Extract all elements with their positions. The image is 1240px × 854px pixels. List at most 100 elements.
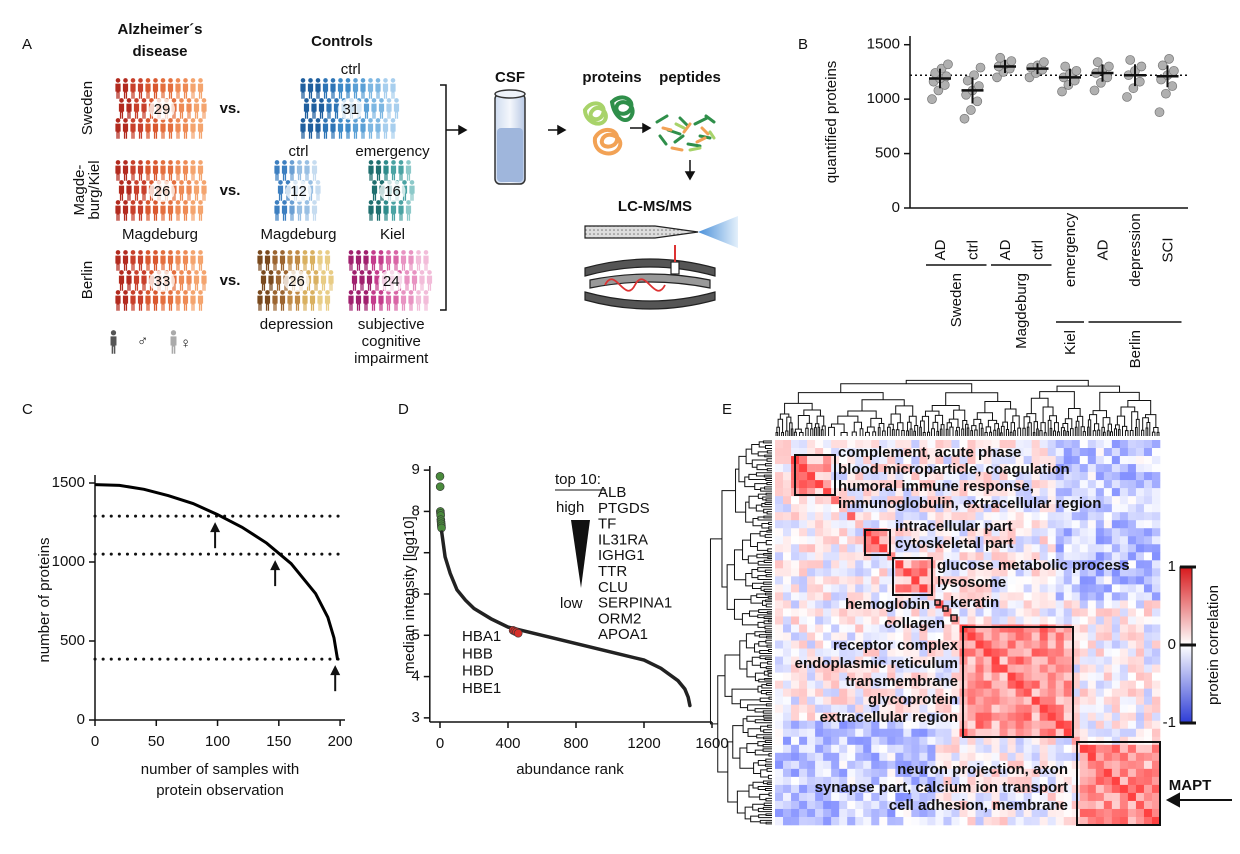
heatmap-cell: [1143, 784, 1153, 794]
heatmap-cell: [1103, 528, 1113, 537]
csf-tube: [494, 89, 526, 185]
heatmap-cell: [839, 800, 848, 810]
heatmap-cell: [871, 512, 880, 521]
heatmap-cell: [927, 592, 936, 601]
heatmap-cell: [1039, 768, 1049, 778]
heatmap-cell: [791, 648, 800, 657]
heatmap-cell: [855, 672, 864, 681]
heatmap-cell: [967, 512, 976, 521]
heatmap-cell: [863, 520, 872, 529]
heatmap-cell: [951, 712, 960, 722]
heatmap-cell: [959, 608, 968, 617]
heatmap-cell: [1087, 656, 1097, 665]
heatmap-cell: [1023, 776, 1032, 786]
row-label: Sweden: [79, 81, 96, 135]
heatmap-cell: [903, 792, 912, 802]
heatmap-cell: [943, 776, 952, 786]
heatmap-cell: [1023, 816, 1032, 826]
heatmap-cell: [1111, 464, 1121, 473]
heatmap-cell: [1143, 792, 1153, 802]
heatmap-cell: [1071, 512, 1081, 521]
heatmap-cell: [935, 560, 944, 569]
heatmap-cell: [975, 520, 984, 529]
heatmap-cell: [807, 648, 816, 657]
heatmap-cell: [839, 744, 848, 754]
heatmap-cell: [847, 608, 856, 617]
heatmap-cell: [999, 744, 1008, 754]
heatmap-cell: [1119, 704, 1129, 714]
heatmap-cell: [791, 816, 800, 826]
heatmap-cell: [855, 440, 864, 449]
heatmap-cell: [1063, 760, 1073, 770]
heatmap-cell: [919, 624, 928, 633]
heatmap-cell: [1135, 536, 1145, 545]
heatmap-cell: [1031, 568, 1040, 577]
heatmap-cell: [807, 608, 816, 617]
heatmap-cell: [1127, 592, 1137, 601]
heatmap-cell: [983, 456, 992, 465]
heatmap-cell: [1151, 440, 1161, 449]
heatmap-cell: [863, 592, 872, 601]
heatmap-cell: [935, 696, 944, 705]
heatmap-cell: [895, 488, 904, 497]
heatmap-cell: [823, 816, 832, 826]
heatmap-cell: [967, 544, 976, 553]
heatmap-cell: [1135, 760, 1145, 770]
heatmap-cell: [1127, 712, 1137, 722]
data-point: [1060, 61, 1071, 72]
dendrogram-branch: [927, 431, 931, 436]
heatmap-cell: [879, 640, 888, 649]
dendrogram-branch: [851, 431, 857, 436]
heatmap-cell: [919, 672, 928, 681]
heatmap-cell: [823, 624, 832, 633]
dendrogram-branch: [997, 428, 1000, 436]
heatmap-cell: [1055, 648, 1065, 657]
heatmap-cell: [911, 528, 920, 537]
heatmap-cell: [1079, 816, 1089, 826]
panel-label: A: [22, 36, 32, 53]
heatmap-cell: [807, 624, 816, 633]
heatmap-cell: [1071, 664, 1081, 673]
heatmap-cell: [959, 440, 968, 449]
heatmap-cell: [975, 536, 984, 545]
heatmap-cell: [919, 816, 928, 826]
heatmap-cell: [927, 752, 936, 762]
heatmap-cell: [855, 632, 864, 641]
heatmap-cell: [1111, 664, 1121, 673]
heatmap-cell: [1127, 624, 1137, 633]
heatmap-cell: [903, 480, 912, 489]
dendrogram-branch: [757, 567, 772, 572]
heatmap-cell: [927, 536, 936, 545]
heatmap-cell: [919, 784, 928, 794]
heatmap-cell: [975, 680, 984, 689]
heatmap-cell: [1119, 728, 1129, 738]
heatmap-cell: [919, 632, 928, 641]
heatmap-cell: [1135, 792, 1145, 802]
heatmap-cell: [839, 640, 848, 649]
dendrogram-branch: [1089, 414, 1098, 424]
heatmap-cell: [1007, 480, 1016, 489]
heatmap-cell: [871, 464, 880, 473]
heatmap-cell: [863, 632, 872, 641]
heatmap-cell: [1119, 808, 1129, 818]
heatmap-cell: [911, 504, 920, 513]
dendrogram-branch: [765, 630, 772, 634]
heatmap-cell: [1047, 576, 1057, 585]
cluster-label: neuron projection, axon: [897, 761, 1068, 778]
heatmap-cell: [975, 736, 984, 746]
heatmap-cell: [1087, 696, 1097, 705]
heatmap-cell: [895, 664, 904, 673]
heatmap-cell: [1127, 496, 1137, 505]
cluster-box: [892, 557, 933, 596]
heatmap-cell: [807, 568, 816, 577]
heatmap-cell: [1063, 520, 1073, 529]
heatmap-cell: [919, 560, 928, 569]
heatmap-cell: [1143, 632, 1153, 641]
heatmap-cell: [927, 760, 936, 770]
heatmap-cell: [1031, 752, 1040, 762]
heatmap-cell: [1079, 472, 1089, 481]
heatmap-cell: [1015, 480, 1024, 489]
heatmap-cell: [847, 752, 856, 762]
heatmap-cell: [967, 536, 976, 545]
count-backdrop: [149, 270, 175, 292]
